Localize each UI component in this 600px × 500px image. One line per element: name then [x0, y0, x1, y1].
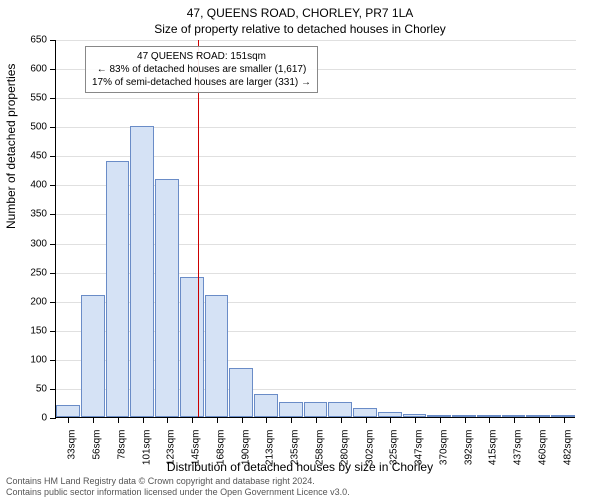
y-tick: [50, 331, 56, 332]
y-tick-label: 400: [30, 180, 47, 191]
y-tick-label: 100: [30, 354, 47, 365]
x-tick: [143, 417, 144, 423]
x-tick: [192, 417, 193, 423]
x-tick: [266, 417, 267, 423]
plot-area: 0501001502002503003504004505005506006503…: [55, 40, 575, 418]
reference-line: [198, 40, 199, 417]
y-tick-label: 500: [30, 122, 47, 133]
histogram-bar: [205, 295, 229, 417]
histogram-bar: [81, 295, 105, 417]
x-tick-label: 78sqm: [116, 430, 127, 460]
y-tick: [50, 302, 56, 303]
y-tick-label: 0: [41, 413, 47, 424]
histogram-bar: [229, 368, 253, 417]
x-tick: [118, 417, 119, 423]
y-tick: [50, 389, 56, 390]
histogram-bar: [254, 394, 278, 417]
y-tick: [50, 360, 56, 361]
x-tick: [341, 417, 342, 423]
x-tick: [539, 417, 540, 423]
gridline: [56, 98, 576, 99]
footer-line-1: Contains HM Land Registry data © Crown c…: [6, 476, 350, 487]
histogram-bar: [155, 179, 179, 417]
histogram-bar: [180, 277, 204, 417]
histogram-bar: [328, 402, 352, 417]
y-tick: [50, 98, 56, 99]
y-tick: [50, 127, 56, 128]
y-tick: [50, 40, 56, 41]
y-tick-label: 300: [30, 238, 47, 249]
x-tick-label: 33sqm: [67, 430, 78, 460]
x-axis-label: Distribution of detached houses by size …: [0, 460, 600, 474]
x-tick: [440, 417, 441, 423]
y-tick: [50, 185, 56, 186]
x-tick: [366, 417, 367, 423]
histogram-bar: [279, 402, 303, 417]
annotation-line-1: 47 QUEENS ROAD: 151sqm: [92, 50, 311, 63]
chart-title-address: 47, QUEENS ROAD, CHORLEY, PR7 1LA: [0, 0, 600, 20]
x-tick: [93, 417, 94, 423]
y-tick-label: 250: [30, 267, 47, 278]
y-tick: [50, 69, 56, 70]
annotation-line-3: 17% of semi-detached houses are larger (…: [92, 76, 311, 89]
y-tick-label: 150: [30, 325, 47, 336]
footer-attribution: Contains HM Land Registry data © Crown c…: [6, 476, 350, 498]
y-axis-label: Number of detached properties: [4, 64, 18, 229]
x-tick-label: 56sqm: [92, 430, 103, 460]
gridline: [56, 40, 576, 41]
x-tick: [489, 417, 490, 423]
x-tick: [291, 417, 292, 423]
x-tick: [564, 417, 565, 423]
y-tick: [50, 273, 56, 274]
x-tick: [217, 417, 218, 423]
x-tick: [415, 417, 416, 423]
footer-line-2: Contains public sector information licen…: [6, 487, 350, 498]
y-tick-label: 50: [36, 383, 47, 394]
y-tick: [50, 418, 56, 419]
y-tick-label: 350: [30, 209, 47, 220]
x-tick: [465, 417, 466, 423]
x-tick: [242, 417, 243, 423]
histogram-bar: [106, 161, 130, 417]
annotation-line-2: ← 83% of detached houses are smaller (1,…: [92, 63, 311, 76]
x-tick: [316, 417, 317, 423]
y-tick: [50, 244, 56, 245]
chart-area: 0501001502002503003504004505005506006503…: [55, 40, 575, 418]
x-tick: [390, 417, 391, 423]
y-tick-label: 650: [30, 35, 47, 46]
x-tick: [514, 417, 515, 423]
y-tick-label: 200: [30, 296, 47, 307]
y-tick: [50, 156, 56, 157]
y-tick-label: 600: [30, 64, 47, 75]
histogram-bar: [56, 405, 80, 417]
histogram-bar: [353, 408, 377, 417]
y-tick-label: 550: [30, 93, 47, 104]
x-tick: [167, 417, 168, 423]
y-tick: [50, 214, 56, 215]
x-tick: [68, 417, 69, 423]
reference-annotation: 47 QUEENS ROAD: 151sqm ← 83% of detached…: [85, 46, 318, 93]
histogram-bar: [304, 402, 328, 417]
histogram-bar: [130, 126, 154, 417]
chart-title-subtitle: Size of property relative to detached ho…: [0, 20, 600, 36]
y-tick-label: 450: [30, 151, 47, 162]
